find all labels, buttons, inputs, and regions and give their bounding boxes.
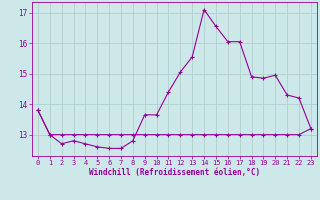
X-axis label: Windchill (Refroidissement éolien,°C): Windchill (Refroidissement éolien,°C) <box>89 168 260 177</box>
